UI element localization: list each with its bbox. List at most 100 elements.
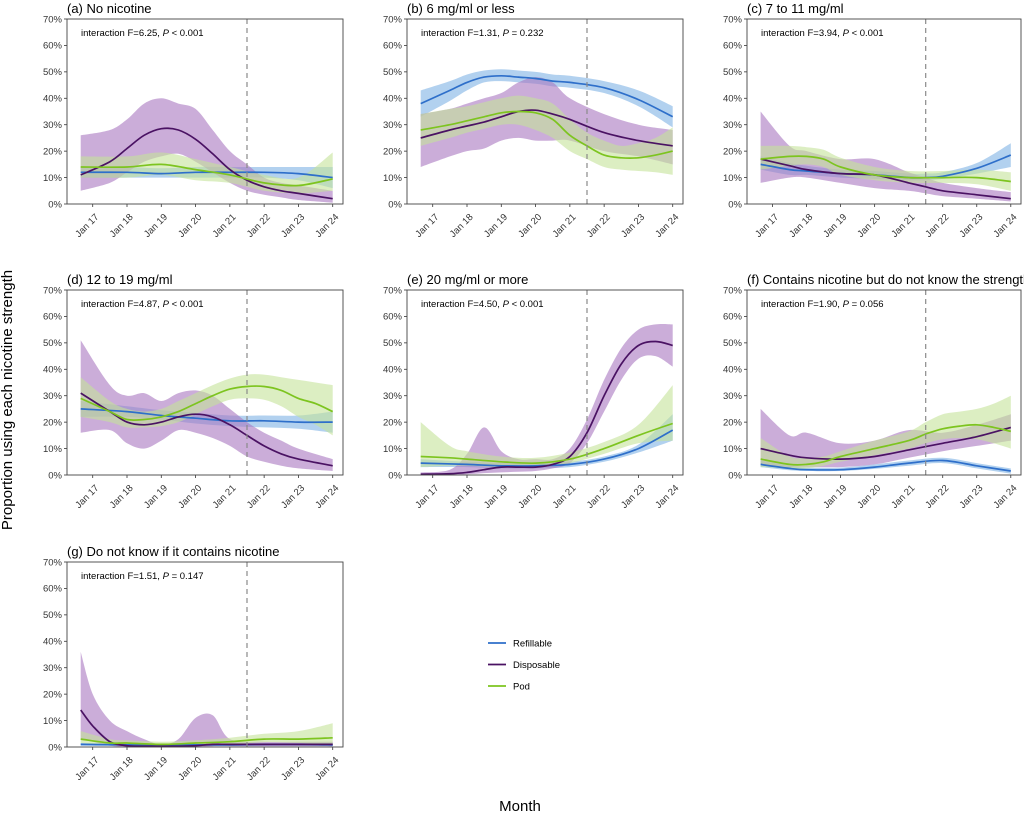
- y-tick-label: 0%: [728, 470, 742, 481]
- ci-band-disposable: [80, 651, 333, 747]
- plot-area: [80, 340, 334, 471]
- x-tick-label: Jan 20: [855, 483, 883, 511]
- x-tick-label: Jan 23: [619, 212, 647, 240]
- x-tick-label: Jan 18: [448, 212, 476, 240]
- x-tick-label: Jan 19: [482, 483, 510, 511]
- panel-frame: [746, 289, 1022, 476]
- legend-item-pod: Pod: [488, 682, 530, 693]
- interaction-annotation: interaction F=1.90, P = 0.056: [761, 299, 884, 310]
- y-tick-label: 40%: [383, 94, 403, 105]
- panel-b: (b) 6 mg/ml or less 0% 10% 20% 30% 40% 50% 60% 7…: [383, 1, 684, 240]
- x-axis-label: Month: [499, 798, 541, 813]
- x-tick-label: Jan 22: [585, 212, 613, 240]
- interaction-annotation: interaction F=1.51, P = 0.147: [81, 571, 204, 582]
- x-tick-label: Jan 22: [245, 483, 273, 511]
- y-tick-label: 70%: [43, 285, 63, 296]
- panel-frame: [66, 18, 344, 205]
- x-tick-label: Jan 17: [413, 212, 441, 240]
- y-tick-label: 60%: [383, 41, 403, 52]
- x-tick-label: Jan 21: [211, 755, 239, 783]
- y-tick-label: 40%: [43, 637, 63, 648]
- plot-area: [420, 324, 674, 475]
- y-tick-label: 60%: [43, 584, 63, 595]
- line-refillable: [420, 429, 674, 467]
- x-tick-label: Jan 21: [551, 212, 579, 240]
- x-tick-label: Jan 18: [448, 483, 476, 511]
- y-tick-label: 40%: [43, 365, 63, 376]
- y-tick-label: 0%: [48, 742, 62, 753]
- y-tick-label: 30%: [43, 391, 63, 402]
- line-pod: [420, 422, 673, 465]
- ci-band-pod: [760, 395, 1011, 469]
- legend-label: Refillable: [513, 639, 552, 650]
- panel-g: (g) Do not know if it contains nicotine 0…: [43, 544, 344, 783]
- x-tick-label: Jan 18: [108, 483, 136, 511]
- ci-band-refillable: [420, 69, 673, 128]
- line-pod: [80, 163, 333, 187]
- x-tick-label: Jan 21: [889, 212, 917, 240]
- y-tick-label: 0%: [728, 199, 742, 210]
- panel-title: (g) Do not know if it contains nicotine: [67, 544, 279, 559]
- y-tick-label: 40%: [723, 94, 743, 105]
- interaction-annotation: interaction F=1.31, P = 0.232: [421, 28, 544, 39]
- panel-f: (f) Contains nicotine but do not know th…: [723, 272, 1024, 511]
- x-tick-label: Jan 20: [516, 483, 544, 511]
- ci-band-pod: [760, 145, 1011, 191]
- y-tick-label: 50%: [723, 338, 743, 349]
- ci-band-disposable: [420, 324, 673, 475]
- x-tick-label: Jan 21: [211, 212, 239, 240]
- y-tick-label: 20%: [723, 146, 743, 157]
- x-tick-label: Jan 22: [245, 212, 273, 240]
- y-tick-label: 20%: [383, 417, 403, 428]
- y-tick-label: 40%: [723, 365, 743, 376]
- interaction-annotation: interaction F=3.94, P < 0.001: [761, 28, 884, 39]
- y-axis-label: Proportion using each nicotine strength: [0, 270, 16, 530]
- y-tick-label: 40%: [43, 94, 63, 105]
- y-tick-label: 70%: [723, 285, 743, 296]
- legend-item-disposable: Disposable: [488, 660, 560, 671]
- line-pod: [760, 155, 1011, 183]
- panel-frame: [66, 289, 344, 476]
- y-tick-label: 70%: [383, 285, 403, 296]
- y-tick-label: 20%: [43, 689, 63, 700]
- x-tick-label: Jan 20: [855, 212, 883, 240]
- interaction-annotation: interaction F=6.25, P < 0.001: [81, 28, 204, 39]
- y-tick-label: 0%: [48, 199, 62, 210]
- x-tick-label: Jan 19: [142, 212, 170, 240]
- x-tick-label: Jan 22: [245, 755, 273, 783]
- panel-title: (b) 6 mg/ml or less: [407, 1, 515, 16]
- y-tick-label: 60%: [383, 312, 403, 323]
- y-tick-label: 30%: [723, 120, 743, 131]
- legend: Refillable Disposable Pod: [488, 639, 560, 693]
- x-tick-label: Jan 21: [889, 483, 917, 511]
- panel-d: (d) 12 to 19 mg/ml 0% 10% 20% 30% 40% 50% 60% 70…: [43, 272, 344, 511]
- plot-area: [80, 98, 333, 203]
- interaction-annotation: interaction F=4.87, P < 0.001: [81, 299, 204, 310]
- y-tick-label: 30%: [723, 391, 743, 402]
- panel-a: (a) No nicotine 0% 10% 20% 30% 40% 50% 60% 70% Ja…: [43, 1, 344, 240]
- y-tick-label: 50%: [43, 67, 63, 78]
- x-tick-label: Jan 23: [279, 483, 307, 511]
- plot-area: [760, 111, 1012, 202]
- line-disposable: [760, 158, 1011, 200]
- y-tick-label: 30%: [383, 120, 403, 131]
- x-tick-label: Jan 24: [653, 212, 681, 240]
- y-tick-label: 70%: [43, 557, 63, 568]
- plot-area: [760, 395, 1012, 474]
- x-tick-label: Jan 23: [957, 483, 985, 511]
- x-tick-label: Jan 24: [313, 212, 341, 240]
- x-tick-label: Jan 17: [753, 483, 781, 511]
- panel-title: (f) Contains nicotine but do not know th…: [747, 272, 1024, 287]
- panel-title: (c) 7 to 11 mg/ml: [747, 1, 844, 16]
- plot-area: [420, 69, 674, 175]
- x-tick-label: Jan 19: [821, 212, 849, 240]
- x-tick-label: Jan 22: [585, 483, 613, 511]
- y-tick-label: 70%: [383, 14, 403, 25]
- line-disposable: [80, 127, 333, 200]
- x-tick-label: Jan 19: [142, 483, 170, 511]
- y-tick-label: 20%: [383, 146, 403, 157]
- legend-label: Disposable: [513, 660, 560, 671]
- x-tick-label: Jan 19: [142, 755, 170, 783]
- x-tick-label: Jan 24: [653, 483, 681, 511]
